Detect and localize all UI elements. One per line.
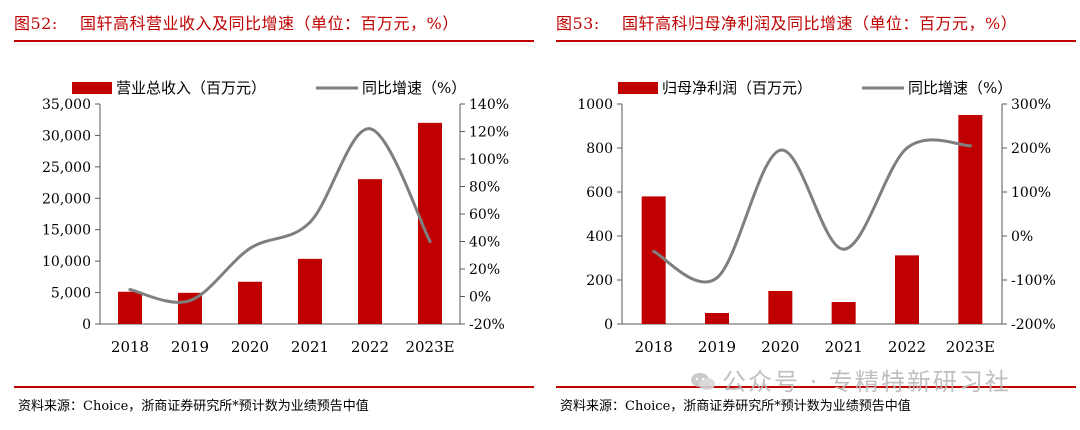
figure-number: 图53: (556, 14, 600, 33)
x-tick-label: 2022 (888, 338, 926, 356)
x-tick-label: 2021 (291, 338, 329, 356)
x-tick-label: 2019 (698, 338, 736, 356)
growth-line (128, 127, 432, 304)
x-tick-label: 2021 (825, 338, 863, 356)
right-tick-label: 20% (469, 262, 500, 278)
figure-title: 图53: 国轩高科归母净利润及同比增速（单位：百万元，%） (556, 10, 1017, 38)
bar (705, 313, 729, 324)
left-tick-label: 20,000 (42, 191, 91, 207)
growth-point (778, 148, 782, 152)
x-tick-label: 2018 (111, 338, 149, 356)
right-tick-label: -20% (469, 317, 505, 333)
left-tick-label: 35,000 (42, 97, 91, 113)
left-tick-label: 10,000 (42, 254, 91, 270)
left-tick-label: 200 (586, 273, 613, 289)
growth-point (652, 249, 656, 253)
growth-point (248, 246, 252, 250)
bar (238, 281, 262, 324)
right-tick-label: 60% (469, 207, 500, 223)
growth-point (968, 144, 972, 148)
right-tick-label: 0% (469, 290, 491, 306)
right-tick-label: 100% (469, 152, 509, 168)
title-rule (556, 40, 1076, 42)
figure-caption: 国轩高科归母净利润及同比增速（单位：百万元，%） (622, 14, 1018, 33)
legend-bar-swatch (618, 82, 658, 94)
watermark-text: 公众号 · 专精特新研习社 (722, 368, 1011, 396)
figure-52: 图52: 国轩高科营业收入及同比增速（单位：百万元，%） 0 5,000 10,000… (14, 0, 534, 430)
growth-line (652, 138, 972, 284)
x-tick-label: 2019 (171, 338, 209, 356)
left-tick-label: 30,000 (42, 128, 91, 144)
left-tick-label: 1000 (577, 97, 613, 113)
watermark: 公众号 · 专精特新研习社 (690, 362, 1011, 397)
right-tick-label: -200% (1011, 317, 1056, 333)
growth-point (188, 299, 192, 303)
growth-point (842, 247, 846, 251)
source-rule (556, 386, 1076, 388)
figure-number: 图52: (14, 14, 58, 33)
revenue-chart: 0 5,000 10,000 15,000 20,000 25,000 30,000 35,0… (42, 79, 509, 356)
figure-title: 图52: 国轩高科营业收入及同比增速（单位：百万元，%） (14, 10, 459, 38)
growth-point (308, 220, 312, 224)
x-tick-label: 2022 (351, 338, 389, 356)
growth-point (428, 240, 432, 243)
x-tick-label: 2023E (946, 338, 995, 356)
right-tick-label: 300% (1011, 97, 1051, 113)
x-tick-label: 2018 (635, 338, 673, 356)
left-tick-label: 15,000 (42, 223, 91, 239)
bar (895, 255, 919, 324)
bar (831, 302, 856, 324)
wechat-icon (691, 373, 715, 390)
bar (118, 291, 142, 324)
figure-53: 图53: 国轩高科归母净利润及同比增速（单位：百万元，%） 0 200 400 600 8… (556, 0, 1076, 430)
source-note: 资料来源：Choice，浙商证券研究所*预计数为业绩预告中值 (560, 399, 911, 414)
bar (641, 196, 666, 324)
x-tick-label: 2023E (405, 338, 454, 356)
left-tick-label: 5,000 (51, 286, 91, 302)
right-tick-label: 40% (469, 235, 500, 251)
left-tick-label: 600 (586, 185, 613, 201)
left-tick-label: 25,000 (42, 160, 91, 176)
right-tick-label: 200% (1011, 141, 1051, 157)
right-tick-label: 120% (469, 125, 509, 141)
bar (958, 115, 983, 324)
growth-point (368, 127, 372, 131)
left-tick-label: 0 (604, 317, 613, 333)
right-tick-label: -100% (1011, 273, 1056, 289)
legend-bar-label: 营业总收入（百万元） (116, 79, 266, 97)
title-rule (14, 40, 534, 42)
growth-point (715, 276, 719, 280)
figure-caption: 国轩高科营业收入及同比增速（单位：百万元，%） (80, 14, 459, 33)
net-profit-chart: 0 200 400 600 800 1000 -200% -100% 0% 100% 200% 300… (577, 79, 1056, 356)
legend-line-label: 同比增速（%） (362, 79, 466, 97)
right-tick-label: 140% (469, 97, 509, 113)
right-tick-label: 80% (469, 180, 500, 196)
bar (298, 258, 322, 324)
left-tick-label: 800 (586, 141, 613, 157)
legend-line-label: 同比增速（%） (908, 79, 1012, 97)
growth-point (905, 146, 909, 150)
bar (768, 291, 793, 324)
legend-bar-label: 归母净利润（百万元） (662, 79, 812, 97)
legend-bar-swatch (72, 82, 112, 94)
bar (358, 179, 382, 324)
growth-point (128, 288, 132, 292)
x-tick-label: 2020 (761, 338, 799, 356)
x-tick-label: 2020 (231, 338, 269, 356)
left-tick-label: 0 (82, 317, 91, 333)
right-tick-label: 0% (1011, 229, 1033, 245)
source-rule (14, 386, 534, 388)
left-tick-label: 400 (586, 229, 613, 245)
source-note: 资料来源：Choice，浙商证券研究所*预计数为业绩预告中值 (18, 399, 369, 414)
right-tick-label: 100% (1011, 185, 1051, 201)
